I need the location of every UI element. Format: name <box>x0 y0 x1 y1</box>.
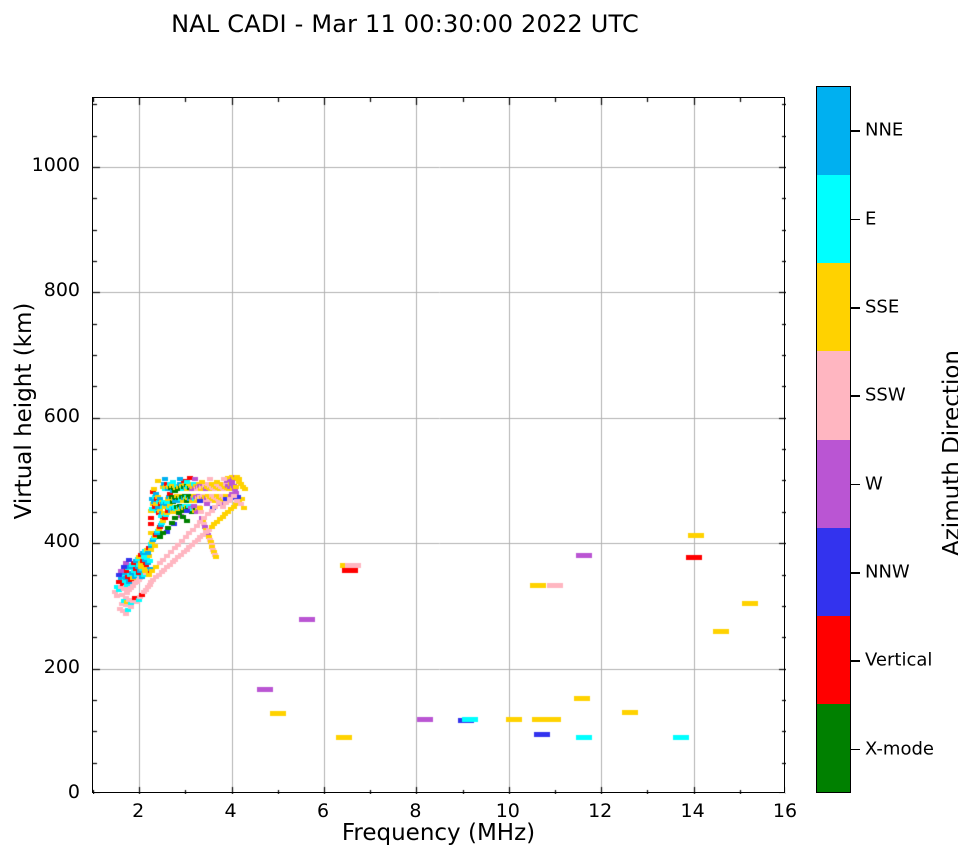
colorbar-label-e: E <box>865 208 877 230</box>
x-axis-tick-labels: 2 4 6 8 10 12 14 16 <box>0 800 958 830</box>
colorbar-tick-mark <box>851 572 860 574</box>
colorbar-tick-mark <box>851 218 860 221</box>
colorbar-label-ssw: SSW <box>865 384 906 406</box>
colorbar-tick-mark <box>851 748 860 751</box>
colorbar-tick-labels: NNE E SSE SSW W NNW Vertical X-mode <box>851 86 958 793</box>
colorbar-label-nne: NNE <box>865 119 904 141</box>
y-axis-tick-labels: 0 200 400 600 800 1000 <box>12 0 80 857</box>
x-tick-label: 12 <box>588 800 613 822</box>
colorbar-label-vertical: Vertical <box>865 649 933 671</box>
x-axis-title: Frequency (MHz) <box>341 820 536 846</box>
colorbar-tick-mark <box>851 483 860 486</box>
colorbar-segment-x-mode <box>817 703 850 792</box>
plot-area <box>92 97 786 794</box>
colorbar-label-sse: SSE <box>865 296 900 318</box>
y-axis-title: Virtual height (km) <box>11 302 37 520</box>
figure-title: NAL CADI - Mar 11 00:30:00 2022 UTC <box>171 10 639 38</box>
x-tick-label: 10 <box>495 800 520 822</box>
x-tick-label: 6 <box>316 800 330 822</box>
colorbar-segment-w <box>817 439 850 528</box>
y-tick-label: 600 <box>43 404 80 427</box>
colorbar-segment-e <box>817 175 850 264</box>
x-tick-label: 16 <box>772 800 798 822</box>
y-tick-label: 400 <box>43 530 80 553</box>
colorbar-segment-vertical <box>817 615 850 704</box>
y-tick-label: 200 <box>43 655 80 678</box>
colorbar-segment-ssw <box>817 351 850 440</box>
colorbar-tick-mark <box>851 395 860 397</box>
x-tick-label: 14 <box>680 800 705 822</box>
colorbar-label-w: W <box>865 473 883 495</box>
colorbar-tick-mark <box>851 130 860 132</box>
colorbar-segment-nne <box>817 87 850 176</box>
colorbar-tick-mark <box>851 306 860 309</box>
colorbar-segment-sse <box>817 263 850 352</box>
y-tick-label: 800 <box>43 279 80 302</box>
x-tick-label: 8 <box>409 800 422 822</box>
y-tick-label: 1000 <box>31 153 80 176</box>
colorbar-title: Azimuth Direction <box>939 350 958 556</box>
colorbar-label-x-mode: X-mode <box>865 738 934 760</box>
x-tick-label: 2 <box>132 800 145 822</box>
colorbar-label-nnw: NNW <box>865 561 910 583</box>
y-tick-label: 0 <box>67 781 80 803</box>
colorbar-tick-mark <box>851 660 860 663</box>
x-tick-label: 4 <box>224 800 237 822</box>
scatter-data-layer <box>93 98 786 794</box>
azimuth-colorbar <box>816 86 851 793</box>
colorbar-segment-nnw <box>817 527 850 616</box>
